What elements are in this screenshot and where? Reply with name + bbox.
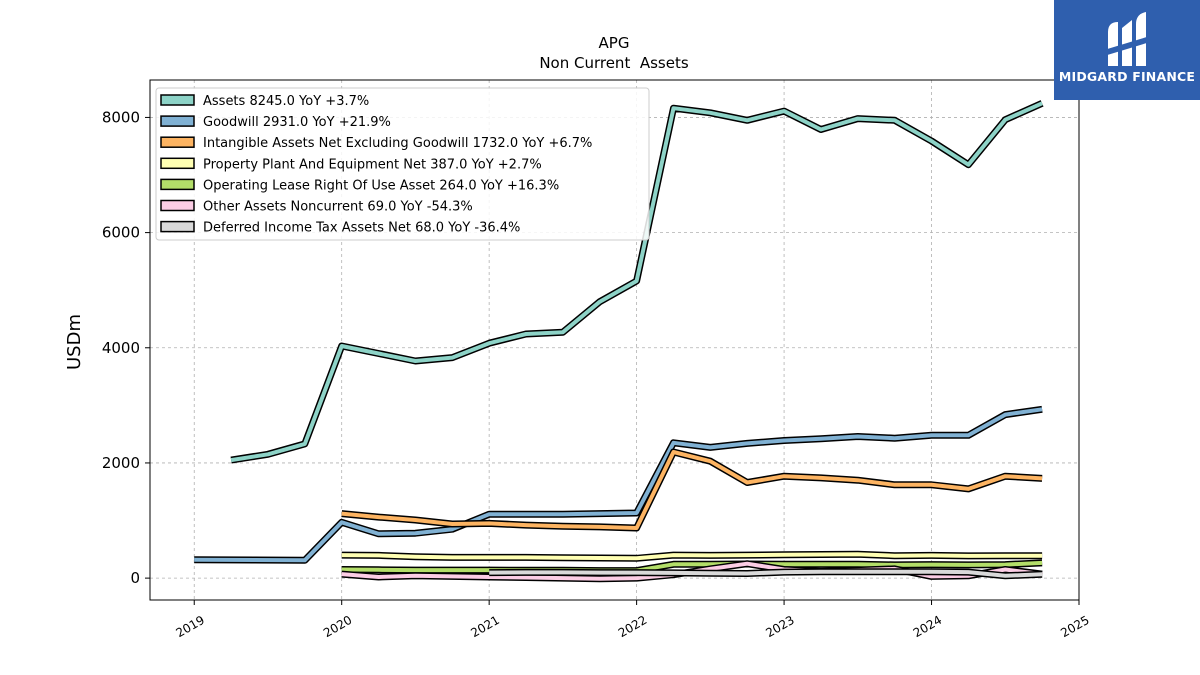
x-tick-label: 2022 — [616, 613, 649, 640]
legend-label: Property Plant And Equipment Net 387.0 Y… — [203, 157, 542, 172]
midgard-finance-logo: MIDGARD FINANCE — [1054, 0, 1200, 100]
legend-label: Intangible Assets Net Excluding Goodwill… — [203, 136, 592, 151]
series-line — [194, 405, 1043, 564]
legend-label: Operating Lease Right Of Use Asset 264.0… — [203, 178, 559, 193]
series-line-stroke — [341, 450, 1043, 530]
x-tick-label: 2025 — [1058, 613, 1091, 640]
series-line-stroke — [194, 407, 1043, 563]
legend-swatch — [160, 136, 195, 148]
plot-frame — [149, 79, 1080, 601]
series-line — [230, 100, 1044, 464]
legend-entry: Intangible Assets Net Excluding Goodwill… — [160, 136, 592, 151]
y-tick-label: 4000 — [102, 339, 140, 357]
x-tick-label: 2023 — [763, 613, 796, 640]
legend: Assets 8245.0 YoY +3.7% Goodwill 2931.0 Y… — [155, 87, 650, 241]
y-axis-label: USDm — [64, 314, 85, 370]
legend-entry: Assets 8245.0 YoY +3.7% — [160, 94, 369, 109]
y-tick-label: 0 — [130, 569, 140, 587]
y-tick-label: 6000 — [102, 224, 140, 242]
legend-entry: Operating Lease Right Of Use Asset 264.0… — [160, 178, 559, 193]
x-tick-label: 2021 — [468, 613, 501, 640]
legend-label: Deferred Income Tax Assets Net 68.0 YoY … — [203, 221, 520, 236]
legend-entry: Deferred Income Tax Assets Net 68.0 YoY … — [160, 220, 520, 236]
series-line — [341, 550, 1043, 562]
legend-swatch — [160, 157, 195, 170]
series-line — [341, 448, 1043, 532]
legend-swatch — [160, 178, 195, 191]
series-line — [489, 568, 1043, 580]
brand-name: MIDGARD FINANCE — [1058, 69, 1196, 84]
series-line-stroke — [341, 552, 1043, 561]
series-line-stroke — [341, 560, 1043, 573]
plot-area — [194, 100, 1044, 583]
legend-entry: Goodwill 2931.0 YoY +21.9% — [160, 115, 391, 130]
series-line-outline — [341, 448, 1043, 532]
legend-swatch — [160, 115, 195, 127]
legend-swatch — [160, 199, 195, 212]
y-axis: 0 2000 4000 6000 8000 — [102, 108, 150, 587]
legend-box — [155, 87, 650, 241]
x-axis: 2019 2020 2021 2022 2023 2024 2025 — [174, 600, 1092, 640]
legend-entry: Property Plant And Equipment Net 387.0 Y… — [160, 157, 542, 172]
legend-label: Other Assets Noncurrent 69.0 YoY -54.3% — [203, 200, 473, 215]
legend-swatch — [160, 94, 195, 106]
x-tick-label: 2024 — [911, 613, 944, 640]
y-tick-label: 2000 — [102, 454, 140, 472]
x-tick-label: 2019 — [174, 613, 207, 640]
series-line — [341, 559, 1043, 575]
legend-label: Goodwill 2931.0 YoY +21.9% — [203, 115, 391, 130]
legend-swatch — [160, 220, 195, 233]
series-line-stroke — [230, 101, 1043, 463]
y-tick-label: 8000 — [102, 108, 140, 126]
logo-mark-icon — [1104, 12, 1150, 66]
x-tick-label: 2020 — [321, 613, 354, 640]
chart-subtitle: Non Current Assets — [539, 54, 689, 72]
legend-label: Assets 8245.0 YoY +3.7% — [203, 94, 369, 109]
legend-entry: Other Assets Noncurrent 69.0 YoY -54.3% — [160, 199, 473, 215]
chart-title: APG — [599, 34, 630, 52]
series-line-stroke — [489, 569, 1043, 578]
